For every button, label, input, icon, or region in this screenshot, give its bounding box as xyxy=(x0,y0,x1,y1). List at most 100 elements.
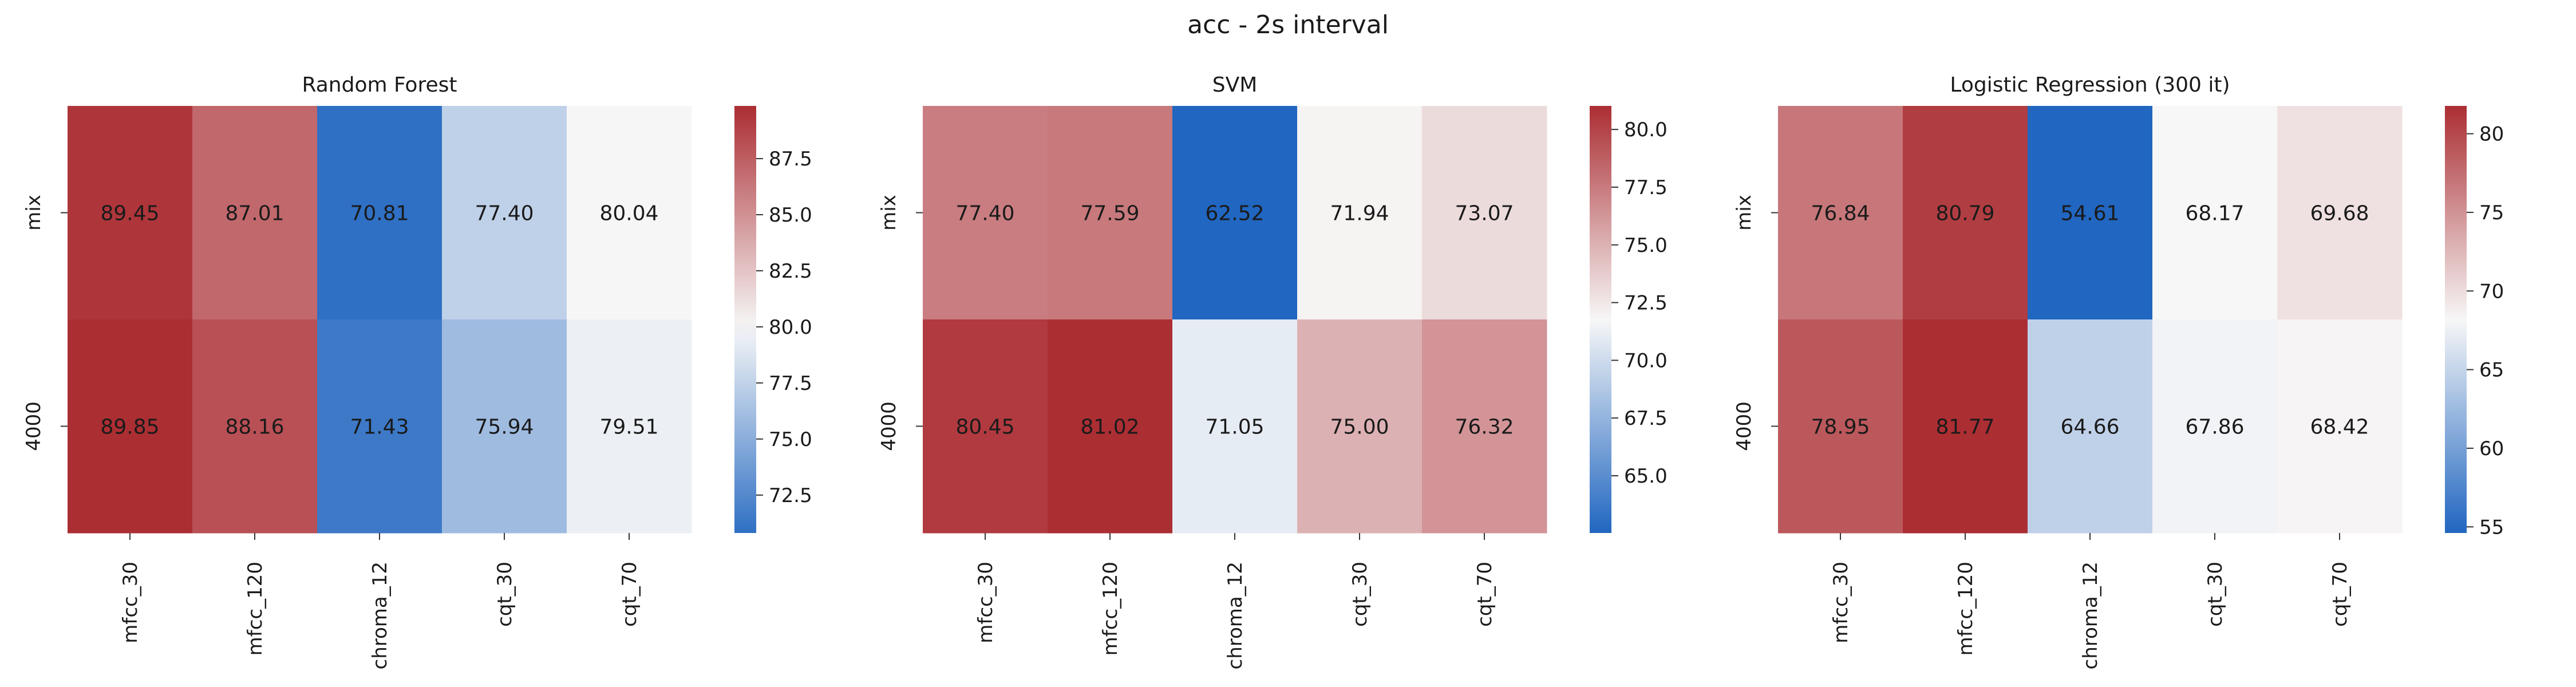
cell-label: 77.59 xyxy=(1080,202,1139,226)
cell-label: 77.40 xyxy=(475,202,534,226)
cell-label: 77.40 xyxy=(955,202,1014,226)
heatmap-cell xyxy=(442,319,567,534)
heatmap-cell xyxy=(1048,106,1173,320)
colorbar-tick-label: 55 xyxy=(2479,516,2504,539)
heatmap-panel: Random Forest 89.45 87.01 70.81 77.40 80.04 89… xyxy=(22,73,812,670)
colorbar-tick-label: 72.5 xyxy=(1624,292,1668,315)
cell-label: 71.05 xyxy=(1205,416,1264,439)
cell-label: 79.51 xyxy=(599,416,658,439)
heatmap-cell xyxy=(317,106,442,320)
colorbar xyxy=(734,106,756,533)
x-tick-label: cqt_30 xyxy=(1349,562,1372,627)
heatmap-cell xyxy=(923,319,1048,534)
x-tick-label: mfcc_120 xyxy=(244,562,267,656)
heatmap-cell xyxy=(192,319,318,534)
heatmap-cell xyxy=(1172,106,1298,320)
heatmap-cell xyxy=(2028,106,2153,320)
panel-title: SVM xyxy=(1212,73,1258,97)
colorbar xyxy=(2445,106,2467,533)
y-tick-label: mix xyxy=(22,195,45,231)
x-tick-label: mfcc_30 xyxy=(119,562,142,643)
heatmap-cell xyxy=(1778,106,1903,320)
heatmap-cell xyxy=(317,319,442,534)
x-tick-label: chroma_12 xyxy=(2079,562,2102,670)
colorbar-tick-label: 77.5 xyxy=(1624,176,1668,199)
cell-label: 89.85 xyxy=(100,416,159,439)
x-tick-label: mfcc_120 xyxy=(1954,562,1977,656)
cell-label: 70.81 xyxy=(350,202,409,226)
colorbar xyxy=(1590,106,1611,533)
colorbar-tick-label: 60 xyxy=(2479,437,2504,460)
heatmap-cell xyxy=(2152,319,2278,534)
panel-title: Random Forest xyxy=(302,73,457,97)
cell-label: 75.94 xyxy=(475,416,534,439)
colorbar-tick-label: 75.0 xyxy=(769,428,812,451)
heatmap-panel: SVM 77.40 77.59 62.52 71.94 73.07 80.45 81.02 71… xyxy=(878,73,1668,670)
heatmap-cell xyxy=(567,319,692,534)
colorbar-tick-label: 85.0 xyxy=(769,204,812,227)
colorbar-tick-label: 67.5 xyxy=(1624,407,1668,430)
colorbar-tick-label: 75 xyxy=(2479,202,2504,224)
x-tick-label: cqt_70 xyxy=(618,562,641,627)
heatmap-panel: Logistic Regression (300 it) 76.84 80.79 54… xyxy=(1733,73,2504,670)
heatmap-cell xyxy=(1422,106,1547,320)
heatmap-cell xyxy=(68,319,193,534)
cell-label: 71.43 xyxy=(350,416,409,439)
cell-label: 81.77 xyxy=(1935,416,1994,439)
cell-label: 89.45 xyxy=(100,202,159,226)
heatmap-cell xyxy=(1778,319,1903,534)
y-tick-label: mix xyxy=(878,195,900,231)
heatmap-cell xyxy=(1172,319,1298,534)
heatmap-cell xyxy=(1422,319,1547,534)
heatmap-panels: Random Forest 89.45 87.01 70.81 77.40 80.04 89… xyxy=(22,73,2504,670)
colorbar-tick-label: 82.5 xyxy=(769,260,812,283)
cell-label: 78.95 xyxy=(1811,416,1870,439)
x-tick-label: cqt_70 xyxy=(2329,562,2352,627)
heatmap-cell xyxy=(2028,319,2153,534)
heatmap-cell xyxy=(2277,106,2403,320)
x-tick-label: mfcc_30 xyxy=(974,562,997,643)
y-tick-label: 4000 xyxy=(1733,401,1756,451)
heatmap-cell xyxy=(1297,319,1423,534)
y-tick-label: 4000 xyxy=(22,401,45,451)
x-tick-label: mfcc_120 xyxy=(1099,562,1122,656)
y-tick-label: 4000 xyxy=(878,401,900,451)
cell-label: 81.02 xyxy=(1080,416,1139,439)
heatmap-cell xyxy=(68,106,193,320)
cell-label: 68.17 xyxy=(2185,202,2244,226)
colorbar-tick-label: 70.0 xyxy=(1624,349,1668,372)
x-tick-label: mfcc_30 xyxy=(1830,562,1852,643)
colorbar-tick-label: 65 xyxy=(2479,359,2504,382)
heatmap-cell xyxy=(1903,106,2028,320)
colorbar-tick-label: 72.5 xyxy=(769,484,812,507)
cell-label: 80.04 xyxy=(599,202,658,226)
heatmap-cell xyxy=(442,106,567,320)
x-tick-label: cqt_30 xyxy=(2204,562,2227,627)
x-tick-label: cqt_30 xyxy=(493,562,516,627)
colorbar-tick-label: 80 xyxy=(2479,123,2504,146)
cell-label: 67.86 xyxy=(2185,416,2244,439)
colorbar-tick-label: 80.0 xyxy=(1624,119,1668,141)
cell-label: 76.84 xyxy=(1811,202,1870,226)
colorbar-tick-label: 77.5 xyxy=(769,372,812,395)
x-tick-label: chroma_12 xyxy=(1224,562,1247,670)
heatmap-cell xyxy=(2152,106,2278,320)
cell-label: 69.68 xyxy=(2310,202,2369,226)
figure-title: acc - 2s interval xyxy=(1187,10,1389,40)
heatmap-cell xyxy=(567,106,692,320)
panel-title: Logistic Regression (300 it) xyxy=(1950,73,2230,97)
cell-label: 76.32 xyxy=(1455,416,1514,439)
colorbar-tick-label: 80.0 xyxy=(769,316,812,339)
cell-label: 71.94 xyxy=(1330,202,1389,226)
cell-label: 73.07 xyxy=(1455,202,1514,226)
cell-label: 80.79 xyxy=(1935,202,1994,226)
cell-label: 75.00 xyxy=(1330,416,1389,439)
cell-label: 80.45 xyxy=(955,416,1014,439)
heatmap-cell xyxy=(1903,319,2028,534)
cell-label: 64.66 xyxy=(2060,416,2119,439)
heatmap-cell xyxy=(1297,106,1423,320)
cell-label: 62.52 xyxy=(1205,202,1264,226)
cell-label: 87.01 xyxy=(225,202,284,226)
y-tick-label: mix xyxy=(1733,195,1756,231)
